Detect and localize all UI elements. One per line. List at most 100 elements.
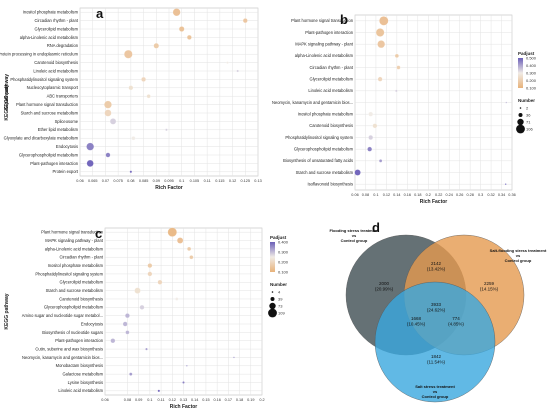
pathway-label: Plant hormone signal transduction <box>41 230 104 235</box>
dot-plot-c: 0.06 0.08 0.09 0.1 0.11 0.12 0.13 0.14 0.15 0.16 0… <box>4 226 289 410</box>
x-tick-label: 0.32 <box>487 193 494 197</box>
x-tick-label: 0.26 <box>456 193 463 197</box>
x-tick-label: 0.18 <box>414 193 421 197</box>
pathway-label: Endocytosis <box>56 144 78 149</box>
x-tick-label: 0.14 <box>191 398 198 402</box>
dot-plot-b: 0.06 0.08 0.1 0.12 0.14 0.16 0.18 0.2 0.22 0.24 0.… <box>4 12 537 205</box>
pathway-label: Phosphatidylinositol signaling system <box>285 135 353 140</box>
pathway-point <box>122 321 128 327</box>
legend-size-dot <box>518 113 523 117</box>
legend-size-label: 73 <box>278 304 283 309</box>
pathway-point <box>187 246 192 251</box>
pathway-point <box>177 237 184 244</box>
x-tick-label: 0.125 <box>241 179 251 183</box>
venn-set-label-line: Salt-flooding stress treatment <box>490 248 547 253</box>
venn-region-percent: (4.85%) <box>448 322 464 327</box>
pathway-label: Inositol phosphate metabolism <box>298 112 354 117</box>
pathway-label: Phosphatidylinositol signaling system <box>10 77 78 82</box>
pathway-label: Circadian rhythm - plant <box>35 18 79 23</box>
pathway-point <box>394 53 399 58</box>
venn-set-label-line: Control group <box>505 258 532 263</box>
panel-label: c <box>95 226 102 241</box>
pathway-point <box>375 28 385 37</box>
pathway-label: Circadian rhythm - plant <box>60 255 104 260</box>
x-tick-label: 0.09 <box>135 398 142 402</box>
venn-region-percent: (14.15%) <box>480 287 499 292</box>
pathway-point <box>236 69 239 73</box>
pathway-point <box>157 279 163 285</box>
pathway-label: Starch and sucrose metabolism <box>21 110 79 115</box>
venn-region-percent: (10.45%) <box>407 322 426 327</box>
x-tick-label: 0.06 <box>76 179 83 183</box>
pathway-label: Nucleocytoplasmic transport <box>27 85 79 90</box>
legend-size-dot <box>516 124 525 134</box>
pathway-point <box>172 8 181 17</box>
x-tick-label: 0.065 <box>88 179 98 183</box>
pathway-point <box>186 35 192 40</box>
legend-size-label: 106 <box>526 127 533 132</box>
pathway-point <box>86 142 95 151</box>
pathway-label: Circadian rhythm - plant <box>310 65 354 70</box>
x-tick-label: 0.095 <box>164 179 174 183</box>
pathway-label: Inositol phosphate metabolism <box>23 10 79 15</box>
pathway-label: Neomycin, kanamycin and gentamicin bios.… <box>272 100 353 105</box>
pathway-point <box>186 364 188 367</box>
venn-set-label-line: Control group <box>341 238 368 243</box>
pathway-label: Plant hormone signal transduction <box>16 102 79 107</box>
pathway-point <box>141 77 146 82</box>
pathway-label: Galactose metabolism <box>63 372 104 377</box>
x-tick-label: 0.1 <box>147 398 152 402</box>
pathway-point <box>182 381 185 384</box>
x-tick-label: 0.1 <box>373 193 378 197</box>
x-tick-label: 0.17 <box>225 398 232 402</box>
venn-region-count: 3933 <box>431 302 442 307</box>
pathway-label: Endocytosis <box>81 321 103 326</box>
pathway-label: Linoleic acid metabolism <box>33 68 78 73</box>
legend-size-dot <box>271 291 274 293</box>
panel-label: d <box>372 220 380 235</box>
venn-set-label: Flooding stress treatment vs Control group <box>329 228 379 243</box>
y-axis-title: KEGG pathway <box>4 74 10 110</box>
venn-set-label-line: Flooding stress treatment <box>329 228 379 233</box>
pathway-point <box>396 65 401 70</box>
x-tick-label: 0.12 <box>383 193 390 197</box>
pathway-label: Lysine biosynthesis <box>68 380 103 385</box>
pathway-label: Glycerolipid metabolism <box>310 77 354 82</box>
x-tick-label: 0.08 <box>124 398 131 402</box>
legend-size-dot <box>519 107 522 109</box>
pathway-point <box>146 94 151 99</box>
pathway-point <box>128 85 134 91</box>
pathway-point <box>104 109 112 117</box>
x-tick-label: 0.16 <box>213 398 220 402</box>
x-tick-label: 0.11 <box>158 398 165 402</box>
legend-tick-label: 0.300 <box>526 71 537 76</box>
venn-set-label-line: vs <box>433 389 438 394</box>
venn-set-label: Salt stress treatment vs Control group <box>415 384 455 399</box>
legend-title: Padjust <box>270 235 287 240</box>
pathway-point <box>147 263 153 268</box>
x-tick-label: 0.08 <box>127 179 134 183</box>
legend-tick-label: 0.500 <box>526 56 537 61</box>
pathway-point <box>129 170 133 174</box>
legend-size-label: 4 <box>278 290 281 295</box>
x-tick-label: 0.12 <box>169 398 176 402</box>
pathway-point <box>110 338 116 344</box>
pathway-point <box>226 61 229 64</box>
venn-region-percent: (24.62%) <box>427 308 446 313</box>
pathway-point <box>368 135 374 140</box>
pathway-point <box>504 183 507 186</box>
venn-region-percent: (11.54%) <box>427 360 445 365</box>
pathway-point <box>189 255 194 260</box>
venn-region-count: 1668 <box>411 316 422 321</box>
x-tick-label: 0.09 <box>153 179 160 183</box>
x-tick-label: 0.13 <box>180 398 187 402</box>
x-tick-label: 0.115 <box>215 179 224 183</box>
pathway-label: Glycerophospholipid metabolism <box>294 147 354 152</box>
venn-set-label-line: vs <box>352 233 357 238</box>
pathway-point <box>145 347 148 351</box>
pathway-label: Biosynthesis of unsaturated fatty acids <box>283 158 353 163</box>
pathway-point <box>354 169 361 176</box>
legend-size-dot <box>270 297 275 301</box>
legend-tick-label: 0.400 <box>278 240 289 245</box>
